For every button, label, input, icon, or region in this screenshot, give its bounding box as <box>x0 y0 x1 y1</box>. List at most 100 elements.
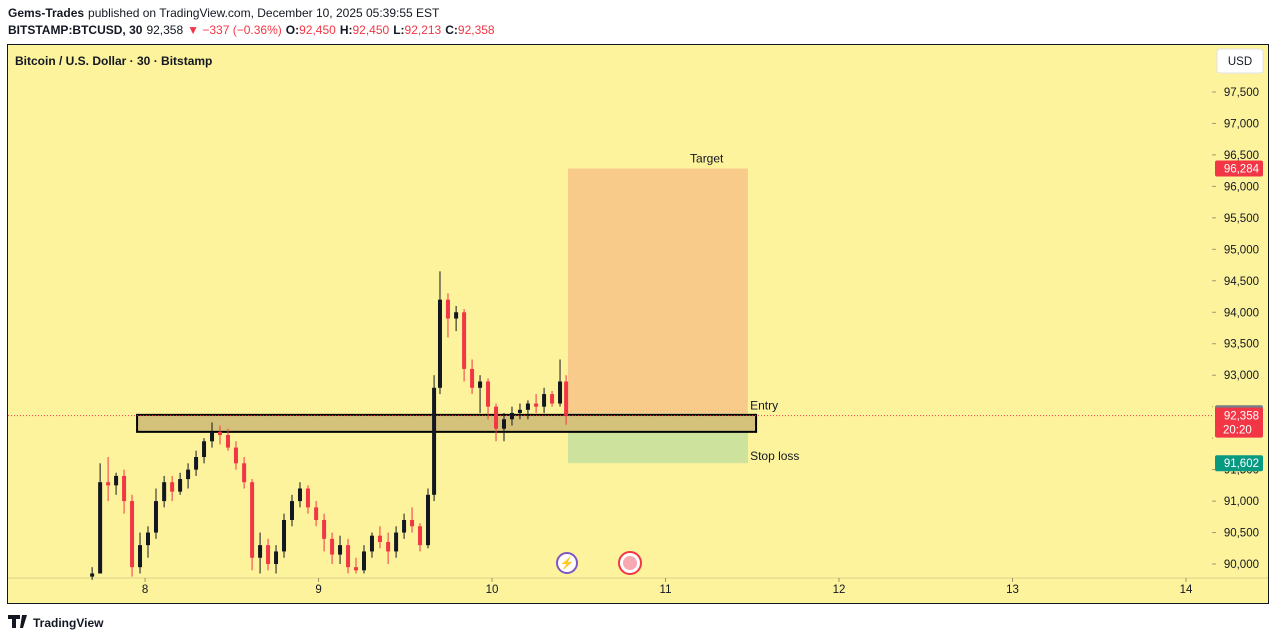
candle-body <box>462 312 467 369</box>
candle-body <box>410 519 415 527</box>
ohlc-key: H: <box>340 23 353 37</box>
candle-body <box>274 551 279 565</box>
candle-body <box>130 501 135 568</box>
candle-body <box>233 447 238 464</box>
symbol: BITSTAMP:BTCUSD, 30 <box>8 23 143 37</box>
y-tick-label: 96,500 <box>1224 150 1259 162</box>
candle-body <box>437 299 442 388</box>
y-tick-label: 97,000 <box>1224 118 1259 130</box>
candle-body <box>354 567 359 571</box>
candle-body <box>454 312 459 319</box>
candle-body <box>250 482 255 558</box>
candle-body <box>266 545 271 565</box>
candle-body <box>494 406 499 429</box>
event-icon[interactable] <box>556 552 578 574</box>
price-marker-label: 92,358 <box>1224 411 1259 423</box>
candle-body <box>542 394 547 407</box>
candle-body <box>170 482 175 492</box>
header-line2: BITSTAMP:BTCUSD, 30 92,358 ▼ −337 (−0.36%)… <box>8 23 495 37</box>
y-tick-label: 93,500 <box>1224 339 1259 351</box>
candle-body <box>534 403 539 407</box>
candle-body <box>564 381 569 416</box>
price-marker <box>1215 455 1263 472</box>
candle-body <box>258 545 263 558</box>
y-tick-label: 91,000 <box>1224 496 1259 508</box>
candle-body <box>346 545 351 568</box>
candle-body <box>98 482 103 574</box>
entry-label: Entry <box>750 398 778 412</box>
author: Gems-Trades <box>8 6 84 20</box>
candle-body <box>322 519 327 539</box>
candle-body <box>470 368 475 388</box>
candle-body <box>314 507 319 520</box>
x-tick-label: 8 <box>142 584 148 596</box>
ohlc-key: C: <box>445 23 458 37</box>
candle-body <box>426 494 431 546</box>
candle-body <box>153 501 158 533</box>
ohlc-value: 92,450 <box>352 23 389 37</box>
y-tick-label: 94,500 <box>1224 276 1259 288</box>
candle-body <box>402 519 407 533</box>
y-tick-label: 97,500 <box>1224 87 1259 99</box>
candle-body <box>162 482 167 502</box>
price-marker-label: 91,602 <box>1224 458 1259 470</box>
flag-icon <box>623 556 637 570</box>
candle-body <box>338 545 343 555</box>
candle-body <box>550 394 555 404</box>
y-tick-label: 95,000 <box>1224 244 1259 256</box>
x-tick-label: 10 <box>486 584 499 596</box>
support-zone <box>136 413 758 433</box>
candle-body <box>386 541 391 552</box>
change: ▼ −337 (−0.36%) <box>187 23 282 37</box>
ohlc-key: O: <box>286 23 299 37</box>
ohlc-value: 92,450 <box>299 23 336 37</box>
candle-body <box>418 526 423 546</box>
logo <box>8 615 27 628</box>
x-tick-label: 9 <box>315 584 321 596</box>
candle-body <box>478 381 483 388</box>
y-tick-label: 90,000 <box>1224 559 1259 571</box>
event-icon-glyph: ⚡ <box>560 556 575 570</box>
published: published on TradingView.com, December 1… <box>88 6 440 20</box>
candle-body <box>394 532 399 552</box>
candle-body <box>445 299 450 319</box>
candle-body <box>225 434 230 448</box>
candle-body <box>486 381 491 407</box>
price-marker <box>1215 160 1263 177</box>
x-tick-label: 12 <box>833 584 846 596</box>
candle-body <box>138 545 143 568</box>
candle-body <box>330 538 335 555</box>
candle-body <box>90 573 95 577</box>
candle-body <box>186 469 191 480</box>
y-tick-label: 90,500 <box>1224 528 1259 540</box>
x-tick-label: 13 <box>1006 584 1019 596</box>
candle-body <box>558 381 563 404</box>
candle-body <box>194 457 199 470</box>
x-tick-label: 11 <box>660 584 672 596</box>
candle-body <box>242 463 247 483</box>
currency[interactable]: USD <box>1228 56 1252 68</box>
currency-button[interactable] <box>1216 48 1264 74</box>
candle-body <box>297 488 302 502</box>
candle-body <box>218 431 223 435</box>
candle-body <box>517 409 522 413</box>
x-tick-label: 14 <box>1180 584 1193 596</box>
target-box <box>568 168 748 414</box>
price: 92,358 <box>146 23 183 37</box>
y-tick-label: 96,000 <box>1224 181 1259 193</box>
chart-title: Bitcoin / U.S. Dollar · 30 · Bitstamp <box>15 54 212 68</box>
candle-body <box>122 475 127 502</box>
price-marker-label: 96,284 <box>1224 163 1260 175</box>
ohlc-value: 92,358 <box>458 23 495 37</box>
countdown: 20:20 <box>1223 425 1252 437</box>
candle-body <box>106 482 111 486</box>
stop-label: Stop loss <box>750 449 799 463</box>
y-tick-label: 93,000 <box>1224 370 1259 382</box>
y-tick-label: 95,500 <box>1224 213 1259 225</box>
candle-body <box>305 488 310 508</box>
candle-body <box>369 535 374 552</box>
candle-body <box>501 419 506 429</box>
candle-body <box>178 479 183 492</box>
candle-body <box>361 551 366 571</box>
